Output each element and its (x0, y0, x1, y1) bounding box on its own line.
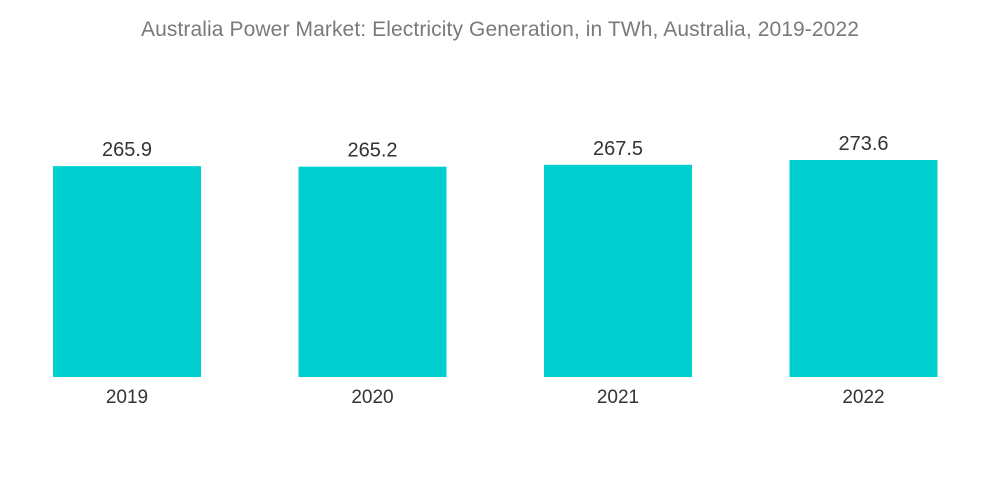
value-label-2022: 273.6 (838, 133, 888, 155)
category-label-2021: 2021 (597, 387, 639, 408)
category-label-2022: 2022 (842, 387, 884, 408)
bar-2022 (789, 160, 938, 377)
category-label-2019: 2019 (106, 387, 148, 408)
value-label-2020: 265.2 (347, 140, 397, 162)
value-label-2019: 265.9 (102, 139, 152, 161)
bar-2021 (544, 164, 692, 377)
category-label-2020: 2020 (351, 387, 393, 408)
bar-2019 (53, 166, 201, 377)
value-label-2021: 267.5 (593, 138, 643, 160)
chart-title: Australia Power Market: Electricity Gene… (140, 18, 860, 41)
bar-2020 (298, 166, 447, 377)
